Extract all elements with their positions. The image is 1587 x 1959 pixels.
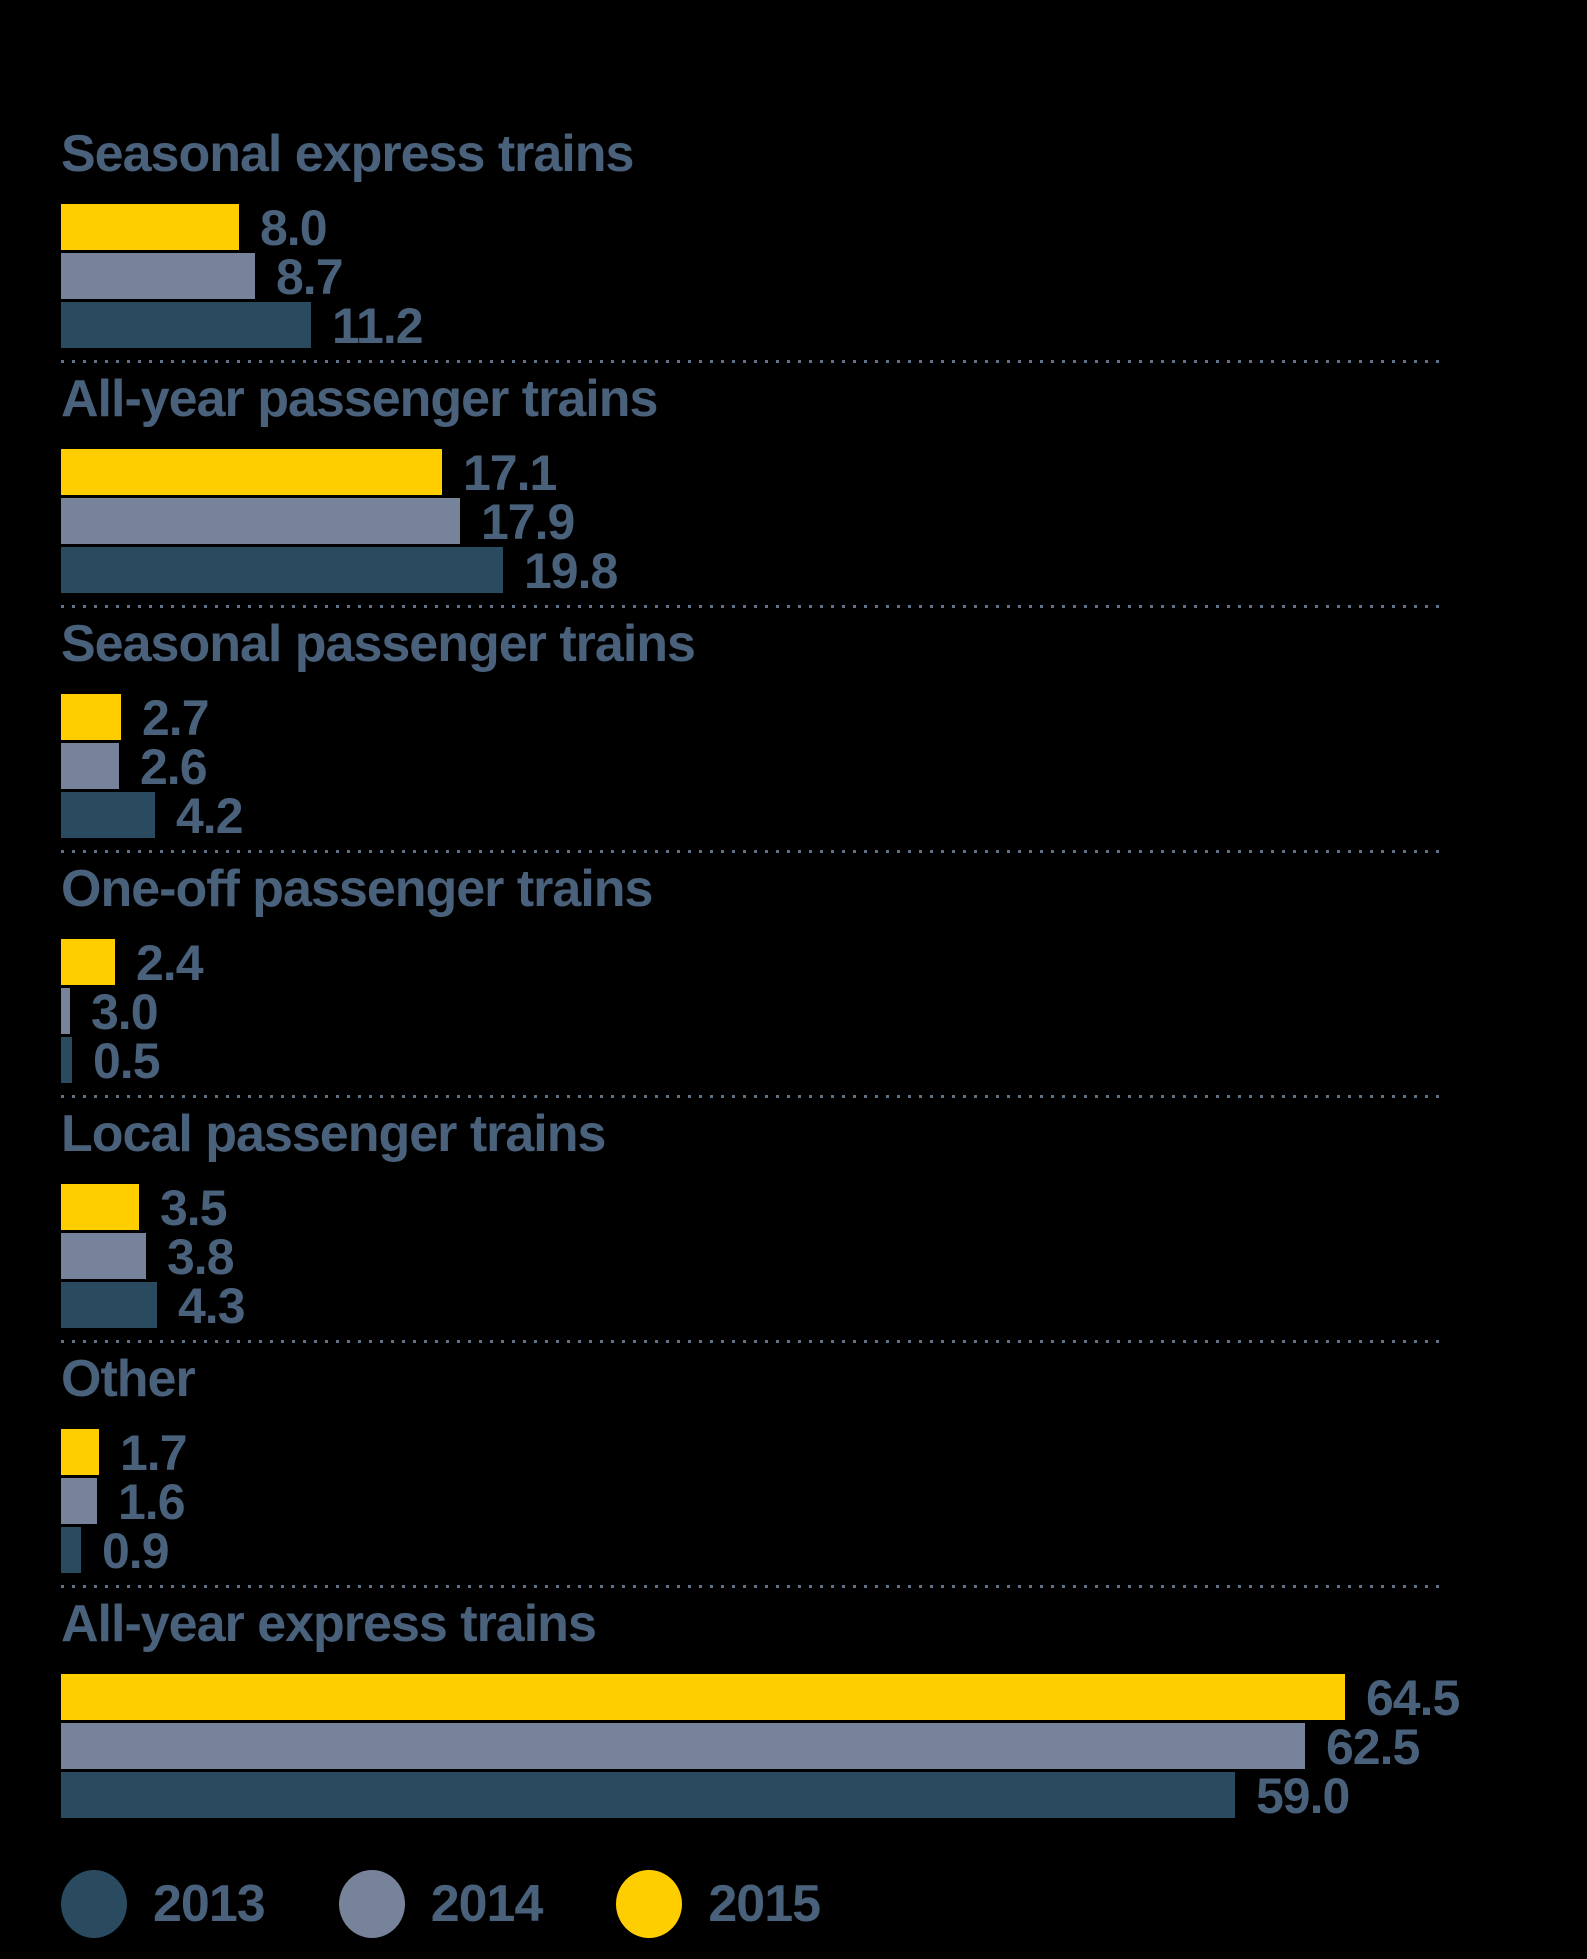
bar-row-2014: 1.6 xyxy=(61,1474,1587,1530)
bar-2015 xyxy=(61,449,442,495)
category-title: Local passenger trains xyxy=(61,1105,606,1163)
bar-row-2014: 17.9 xyxy=(61,494,1587,550)
bar-value-label: 0.9 xyxy=(102,1523,170,1579)
bar-2013 xyxy=(61,547,503,593)
legend-swatch-2013-icon xyxy=(61,1870,127,1938)
bar-2015 xyxy=(61,1674,1345,1720)
bar-2014 xyxy=(61,1478,97,1524)
bar-value-label: 19.8 xyxy=(524,543,618,599)
bar-row-2015: 2.7 xyxy=(61,690,1587,746)
bar-row-2013: 11.2 xyxy=(61,298,1587,354)
bar-row-2014: 62.5 xyxy=(61,1719,1587,1775)
bar-2014 xyxy=(61,988,70,1034)
legend-swatch-2015-icon xyxy=(616,1870,683,1938)
bar-value-label: 1.7 xyxy=(120,1425,188,1481)
bar-2013 xyxy=(61,1282,157,1328)
category-title: Other xyxy=(61,1350,196,1408)
bar-row-2013: 19.8 xyxy=(61,543,1587,599)
bar-2013 xyxy=(61,792,155,838)
bar-row-2015: 8.0 xyxy=(61,200,1587,256)
bar-value-label: 17.9 xyxy=(481,494,575,550)
bar-2015 xyxy=(61,204,239,250)
category-section: Other 1.7 1.6 0.9 xyxy=(61,1343,1587,1588)
legend-swatch-2014-icon xyxy=(338,1870,405,1938)
bar-row-2015: 17.1 xyxy=(61,445,1587,501)
bar-row-2013: 0.9 xyxy=(61,1523,1587,1579)
bar-2014 xyxy=(61,1723,1305,1769)
bar-value-label: 59.0 xyxy=(1256,1768,1350,1824)
bar-2015 xyxy=(61,694,121,740)
bar-2014 xyxy=(61,1233,146,1279)
bar-row-2015: 3.5 xyxy=(61,1180,1587,1236)
category-section: One-off passenger trains 2.4 3.0 0.5 xyxy=(61,853,1587,1098)
category-section: Local passenger trains 3.5 3.8 4.3 xyxy=(61,1098,1587,1343)
bar-row-2014: 3.0 xyxy=(61,984,1587,1040)
category-section: Seasonal passenger trains 2.7 2.6 4.2 xyxy=(61,608,1587,853)
bar-2015 xyxy=(61,1429,99,1475)
bar-row-2013: 59.0 xyxy=(61,1768,1587,1824)
bar-value-label: 3.5 xyxy=(160,1180,228,1236)
category-section: All-year passenger trains 17.1 17.9 19.8 xyxy=(61,363,1587,608)
bar-value-label: 4.2 xyxy=(176,788,244,844)
legend-item-2013: 2013 xyxy=(61,1870,266,1938)
bar-2014 xyxy=(61,253,255,299)
category-title: Seasonal passenger trains xyxy=(61,615,696,673)
chart-legend: 2013 2014 2015 xyxy=(61,1870,1587,1938)
bar-row-2015: 64.5 xyxy=(61,1670,1587,1726)
bar-value-label: 2.7 xyxy=(142,690,210,746)
bar-value-label: 8.7 xyxy=(276,249,344,305)
bar-2014 xyxy=(61,743,119,789)
bar-row-2015: 2.4 xyxy=(61,935,1587,991)
bar-value-label: 11.2 xyxy=(332,298,424,354)
bar-row-2014: 2.6 xyxy=(61,739,1587,795)
bar-2013 xyxy=(61,302,311,348)
bar-row-2014: 3.8 xyxy=(61,1229,1587,1285)
bar-2013 xyxy=(61,1772,1235,1818)
category-section: All-year express trains 64.5 62.5 59.0 xyxy=(61,1588,1587,1824)
legend-label-2013: 2013 xyxy=(153,1875,266,1933)
bar-row-2015: 1.7 xyxy=(61,1425,1587,1481)
category-title: Seasonal express trains xyxy=(61,125,634,183)
bar-value-label: 4.3 xyxy=(178,1278,246,1334)
bar-2015 xyxy=(61,939,115,985)
bar-value-label: 0.5 xyxy=(93,1033,161,1089)
bar-row-2013: 0.5 xyxy=(61,1033,1587,1089)
bar-chart: Seasonal express trains 8.0 8.7 11.2 All-yea… xyxy=(0,0,1587,1818)
legend-label-2015: 2015 xyxy=(708,1875,821,1933)
category-title: One-off passenger trains xyxy=(61,860,653,918)
bar-2014 xyxy=(61,498,460,544)
legend-item-2015: 2015 xyxy=(616,1870,821,1938)
bar-value-label: 2.6 xyxy=(140,739,208,795)
bar-2013 xyxy=(61,1037,72,1083)
bar-value-label: 17.1 xyxy=(463,445,557,501)
bar-value-label: 64.5 xyxy=(1366,1670,1460,1726)
category-section: Seasonal express trains 8.0 8.7 11.2 xyxy=(61,118,1587,363)
bar-value-label: 62.5 xyxy=(1326,1719,1420,1775)
bar-row-2013: 4.3 xyxy=(61,1278,1587,1334)
legend-item-2014: 2014 xyxy=(338,1870,544,1938)
category-title: All-year express trains xyxy=(61,1595,597,1653)
category-title: All-year passenger trains xyxy=(61,370,658,428)
legend-label-2014: 2014 xyxy=(430,1875,544,1933)
bar-value-label: 3.0 xyxy=(91,984,159,1040)
bar-value-label: 3.8 xyxy=(167,1229,235,1285)
bar-row-2013: 4.2 xyxy=(61,788,1587,844)
bar-value-label: 8.0 xyxy=(260,200,328,256)
bar-2013 xyxy=(61,1527,81,1573)
bar-row-2014: 8.7 xyxy=(61,249,1587,305)
bar-value-label: 2.4 xyxy=(136,935,204,991)
bar-value-label: 1.6 xyxy=(118,1474,186,1530)
bar-2015 xyxy=(61,1184,139,1230)
